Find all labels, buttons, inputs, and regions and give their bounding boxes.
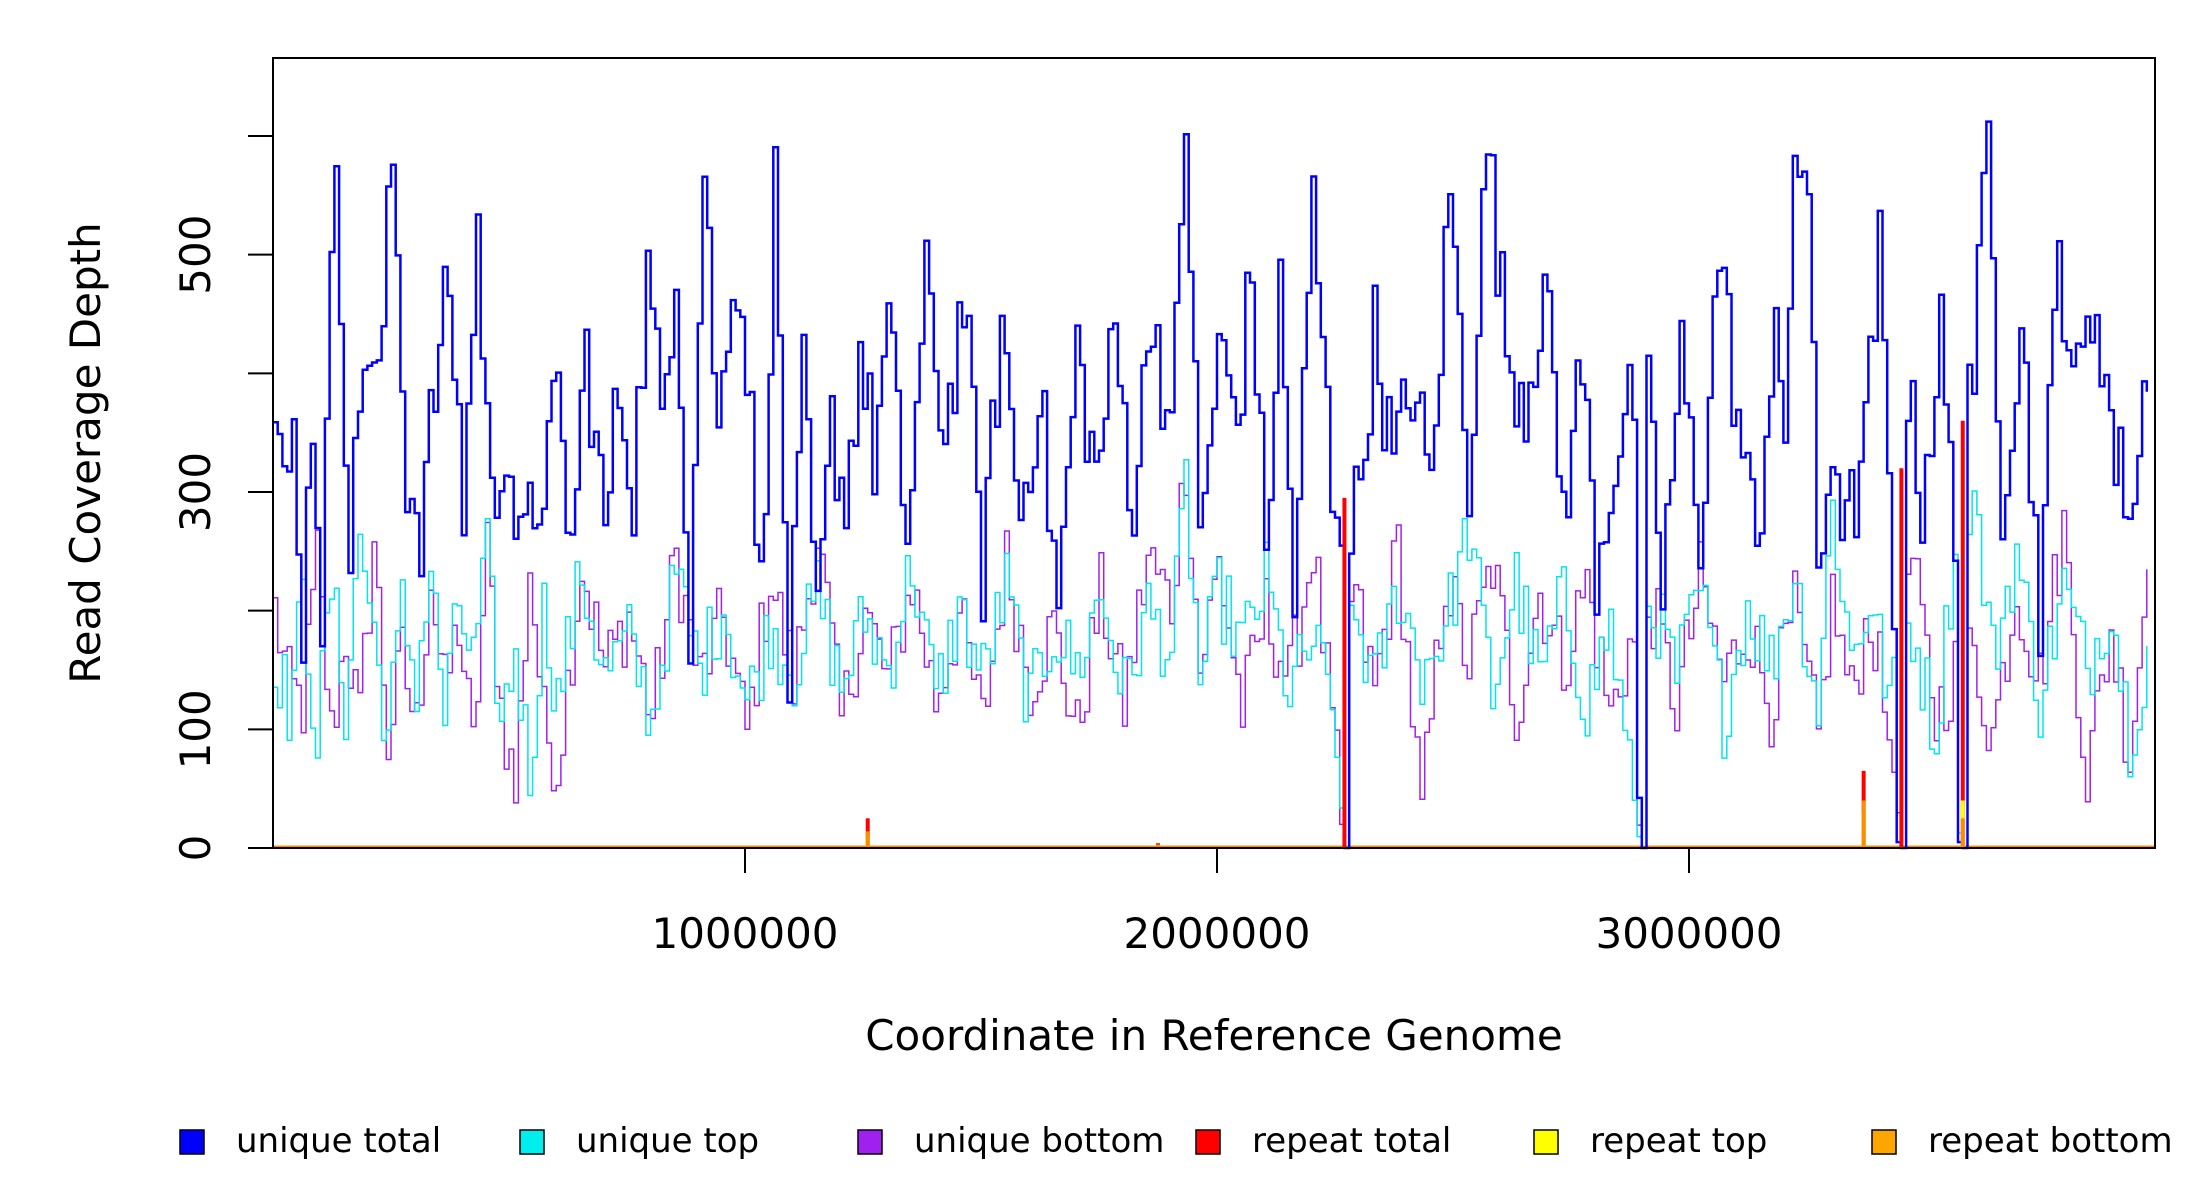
legend-swatch-repeat-total <box>1195 1129 1221 1155</box>
x-axis-label: Coordinate in Reference Genome <box>865 1011 1563 1060</box>
x-tick-label-2000000: 2000000 <box>1123 909 1310 958</box>
legend: unique total unique top unique bottom repea… <box>179 1121 2173 1161</box>
legend-swatch-repeat-top <box>1533 1129 1559 1155</box>
axes-layer: 0 100 300 500 1000000 2000000 3000000 <box>171 135 1783 958</box>
legend-label-unique-top: unique top <box>576 1121 759 1161</box>
legend-label-unique-total: unique total <box>236 1121 441 1161</box>
legend-swatch-unique-top <box>519 1129 545 1155</box>
series-unique-bottom-line <box>273 482 2148 849</box>
y-axis-label: Read Coverage Depth <box>61 222 110 683</box>
y-tick-label-500: 500 <box>171 215 220 295</box>
y-tick-label-100: 100 <box>171 689 220 769</box>
legend-swatch-unique-total <box>179 1129 205 1155</box>
plot-frame <box>272 57 2156 849</box>
y-tick-label-0: 0 <box>171 835 220 862</box>
legend-swatch-repeat-bottom <box>1871 1129 1897 1155</box>
legend-label-repeat-total: repeat total <box>1252 1121 1451 1161</box>
legend-label-unique-bottom: unique bottom <box>914 1121 1164 1161</box>
series-layer <box>273 120 2155 850</box>
legend-swatch-unique-bottom <box>857 1129 883 1155</box>
legend-label-repeat-bottom: repeat bottom <box>1928 1121 2173 1161</box>
series-unique-total-line <box>273 120 2149 850</box>
x-tick-label-1000000: 1000000 <box>651 909 838 958</box>
y-tick-label-300: 300 <box>171 452 220 532</box>
series-unique-top-line <box>273 459 2148 849</box>
x-tick-label-3000000: 3000000 <box>1595 909 1782 958</box>
legend-label-repeat-top: repeat top <box>1590 1121 1767 1161</box>
